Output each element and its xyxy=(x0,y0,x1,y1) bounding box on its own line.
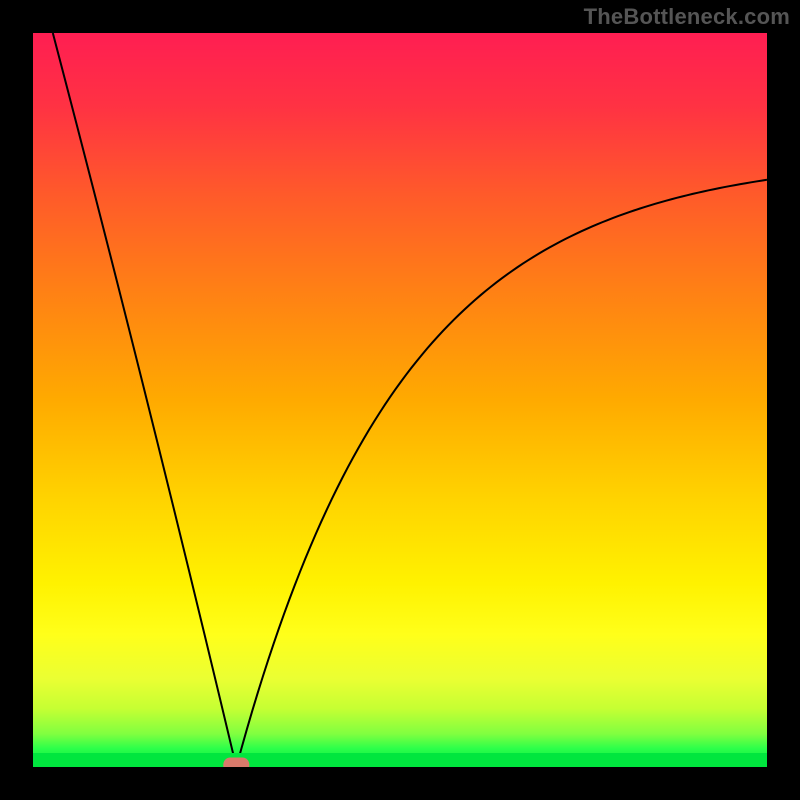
chart-container: TheBottleneck.com xyxy=(0,0,800,800)
green-band xyxy=(33,753,767,767)
minimum-marker xyxy=(223,758,249,768)
plot-area xyxy=(33,33,767,767)
gradient-background xyxy=(33,33,767,767)
watermark-text: TheBottleneck.com xyxy=(584,4,790,30)
chart-svg xyxy=(33,33,767,767)
